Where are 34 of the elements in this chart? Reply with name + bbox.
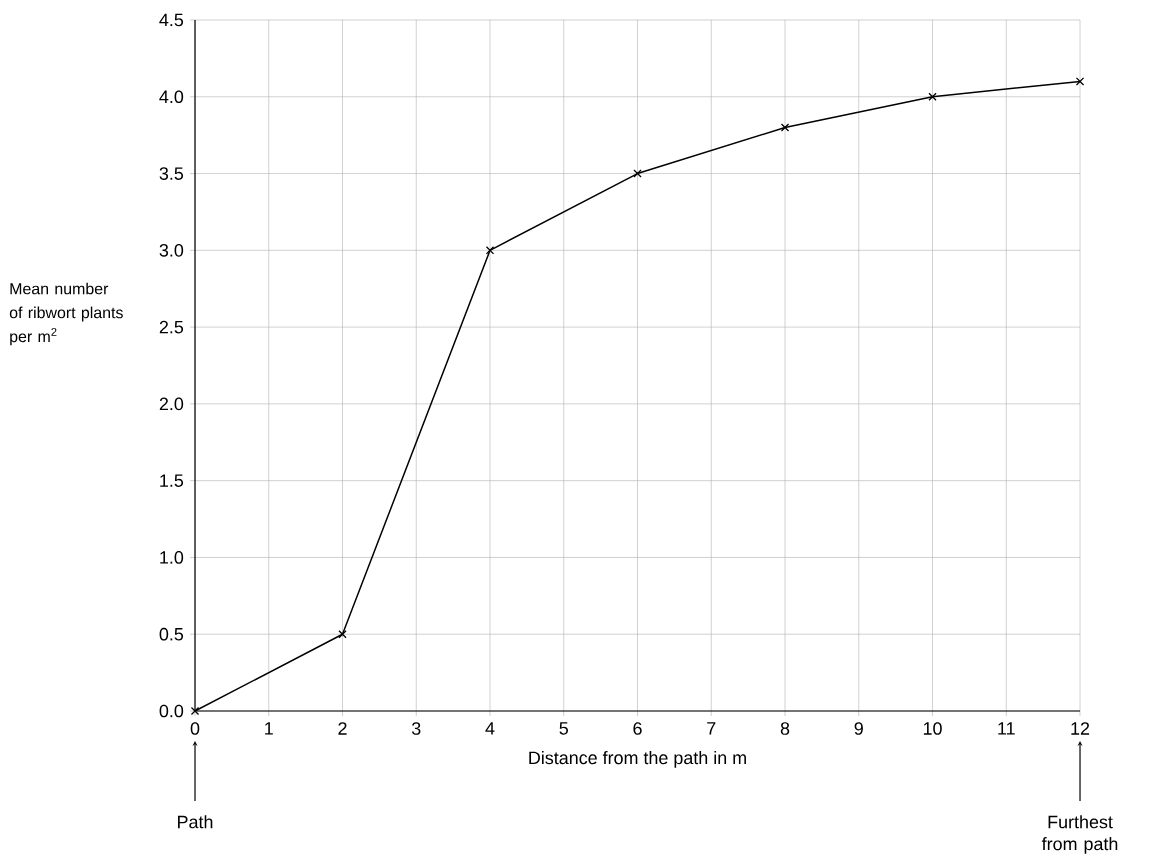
x-tick-label: 10 bbox=[923, 722, 942, 735]
point bbox=[190, 706, 200, 716]
y-tick-label: 1.5 bbox=[160, 474, 184, 488]
annotation: Furthest from path bbox=[1041, 815, 1118, 854]
x-tick-label: 11 bbox=[998, 722, 1015, 735]
x-axis-title: Distance from the path in m bbox=[529, 751, 746, 768]
point bbox=[633, 169, 642, 178]
y-tick-label: 3.5 bbox=[159, 167, 184, 180]
y-tick-label: 4.5 bbox=[159, 13, 184, 27]
x-tick-label: 6 bbox=[633, 722, 642, 735]
point bbox=[928, 92, 937, 102]
x-tick-label: 4 bbox=[485, 722, 495, 735]
x-tick-label: 8 bbox=[780, 722, 790, 735]
x-tick-label: 12 bbox=[1071, 722, 1090, 735]
y-tick-label: 2.5 bbox=[159, 320, 184, 334]
point bbox=[1075, 77, 1085, 86]
y-tick-label: 2.0 bbox=[159, 397, 184, 411]
y-tick-label: 4.0 bbox=[159, 90, 184, 104]
x-tick-label: 0 bbox=[190, 722, 200, 735]
point bbox=[485, 246, 495, 255]
y-tick-label: 3.0 bbox=[159, 244, 184, 257]
point bbox=[780, 123, 790, 132]
y-tick-label: 0.5 bbox=[159, 627, 184, 641]
x-tick-label: 1 bbox=[265, 722, 273, 735]
x-tick-label: 3 bbox=[411, 722, 421, 735]
y-tick-label: 0.0 bbox=[159, 704, 184, 718]
x-tick-label: 7 bbox=[707, 722, 716, 735]
y-tick-label: 1.0 bbox=[160, 551, 184, 564]
point bbox=[338, 630, 347, 639]
x-tick-label: 9 bbox=[854, 722, 863, 735]
x-tick-label: 5 bbox=[559, 722, 568, 735]
y-axis-title: Mean number of ribwort plants per m$^{2}$ bbox=[9, 282, 123, 346]
x-tick-label: 2 bbox=[338, 722, 347, 735]
annotation: Path bbox=[178, 815, 213, 829]
